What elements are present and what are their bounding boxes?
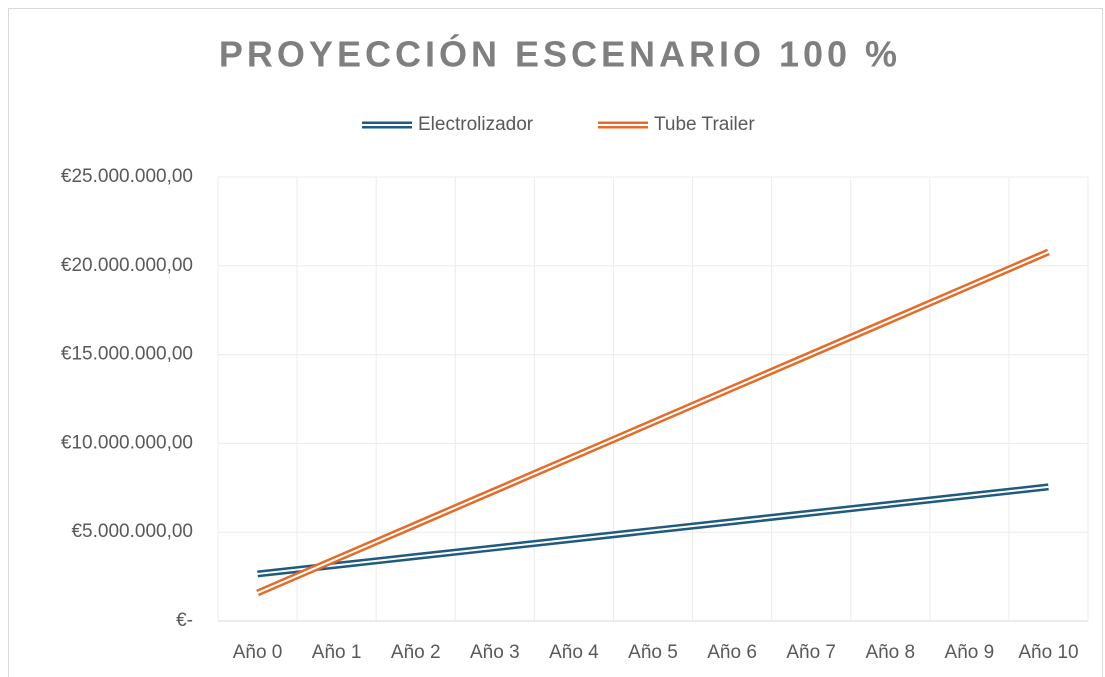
series-line-inner — [257, 251, 1049, 594]
y-tick-label: €15.000.000,00 — [61, 344, 193, 365]
y-tick-label: €5.000.000,00 — [71, 521, 193, 542]
y-tick-label: €20.000.000,00 — [61, 255, 193, 276]
x-tick-label: Año 10 — [1018, 642, 1078, 663]
x-tick-label: Año 9 — [945, 642, 995, 663]
x-tick-label: Año 5 — [628, 642, 678, 663]
x-tick-label: Año 1 — [312, 642, 362, 663]
chart-border — [8, 8, 1103, 677]
x-tick-label: Año 3 — [470, 642, 520, 663]
x-tick-label: Año 6 — [707, 642, 757, 663]
y-tick-label: €- — [176, 610, 193, 631]
x-tick-label: Año 8 — [865, 642, 915, 663]
y-tick-label: €10.000.000,00 — [61, 432, 193, 453]
x-tick-label: Año 2 — [391, 642, 441, 663]
x-tick-label: Año 7 — [786, 642, 836, 663]
y-tick-label: €25.000.000,00 — [61, 166, 193, 187]
series-line-inner — [257, 485, 1049, 575]
chart-title: PROYECCIÓN ESCENARIO 100 % — [219, 33, 901, 75]
x-tick-label: Año 0 — [233, 642, 283, 663]
x-tick-label: Año 4 — [549, 642, 599, 663]
legend-label: Electrolizador — [418, 114, 534, 135]
legend-label: Tube Trailer — [654, 114, 755, 135]
